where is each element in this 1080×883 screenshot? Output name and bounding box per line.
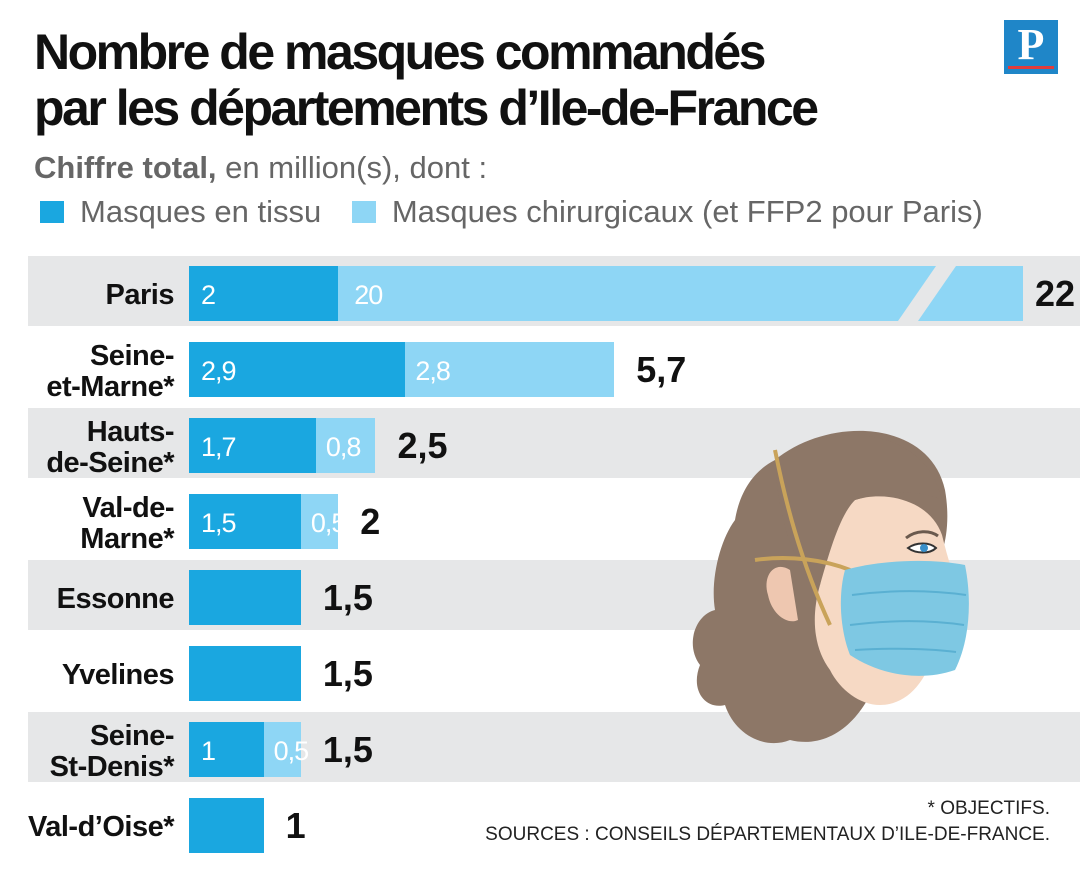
data-label-chirurgicaux-paris: 20 xyxy=(354,280,383,310)
category-label-yvelines: Yvelines xyxy=(61,659,175,691)
footnote-source: SOURCES : CONSEILS DÉPARTEMENTAUX D’ILE-… xyxy=(485,824,1050,845)
chart-title-line-1: Nombre de masques commandés xyxy=(34,24,766,80)
total-label-seine-st-denis: 1,5 xyxy=(322,729,373,770)
chart-title-line-2: par les départements d’Ile-de-France xyxy=(34,80,819,136)
category-label-essonne: Essonne xyxy=(56,583,175,615)
legend-swatch-tissu xyxy=(40,201,64,223)
total-label-paris: 22 xyxy=(1035,273,1076,314)
total-label-hauts-de-seine: 2,5 xyxy=(397,425,448,466)
bar-segment-chirurgicaux-val-de-marne xyxy=(300,494,339,549)
chart-row-val-de-marne: Val-de- Marne* 1,5 0,5 2 xyxy=(28,484,1080,554)
legend: Masques en tissu Masques chirurgicaux (e… xyxy=(40,194,1005,231)
chart-row-seine-st-denis: Seine- St-Denis* 1 0,5 1,5 xyxy=(28,712,1080,782)
legend-swatch-chirurgicaux xyxy=(351,201,376,223)
bar-segment-chirurgicaux-hauts-de-seine xyxy=(315,418,376,473)
total-label-yvelines: 1,5 xyxy=(322,653,373,694)
data-label-tissu-seine-st-denis: 1 xyxy=(201,736,216,766)
data-label-chirurgicaux-seine-st-denis: 0,5 xyxy=(273,736,310,766)
chart-row-paris: Paris 2 20 22 xyxy=(28,256,1080,326)
publisher-logo: P xyxy=(1004,20,1058,74)
legend-label-chirurgicaux: Masques chirurgicaux (et FFP2 pour Paris… xyxy=(391,194,983,229)
bar-segment-tissu-paris xyxy=(189,266,339,321)
data-label-chirurgicaux-seine-et-marne: 2,8 xyxy=(415,356,451,386)
bar-segment-tissu-seine-et-marne xyxy=(189,342,406,397)
bar-segment-tissu-seine-st-denis xyxy=(189,722,264,777)
chart-subtitle: Chiffre total, en million(s), dont : xyxy=(34,150,487,186)
data-label-chirurgicaux-val-de-marne: 0,5 xyxy=(310,508,347,538)
total-label-val-d-oise: 1 xyxy=(285,805,306,846)
data-label-chirurgicaux-hauts-de-seine: 0,8 xyxy=(325,432,362,462)
bar-segment-tissu-essonne xyxy=(189,570,301,625)
chart-row-yvelines: Yvelines 1,5 xyxy=(28,636,1080,706)
footnotes: * OBJECTIFS. SOURCES : CONSEILS DÉPARTEM… xyxy=(485,796,1050,848)
total-label-essonne: 1,5 xyxy=(322,577,373,618)
category-label-val-de-marne: Val-de- Marne* xyxy=(80,491,174,555)
total-label-val-de-marne: 2 xyxy=(360,501,381,542)
category-label-seine-et-marne: Seine-et-Marne* xyxy=(46,339,174,403)
category-label-hauts-de-seine: Hauts-de-Seine* xyxy=(46,415,174,479)
bar-segment-tissu-val-de-marne xyxy=(189,494,301,549)
category-label-seine-st-denis: Seine- St-Denis* xyxy=(49,719,175,783)
bar-segment-chirurgicaux-seine-et-marne xyxy=(405,342,615,397)
data-label-tissu-val-de-marne: 1,5 xyxy=(201,508,237,538)
category-label-paris: Paris xyxy=(105,279,175,311)
bar-segment-tissu-yvelines xyxy=(189,646,301,701)
bar-segment-tissu-hauts-de-seine xyxy=(189,418,316,473)
legend-label-tissu: Masques en tissu xyxy=(80,194,322,229)
axis-break-marker xyxy=(898,266,956,321)
subtitle-bold: Chiffre total, xyxy=(34,150,217,185)
subtitle-rest: en million(s), dont : xyxy=(216,150,488,185)
chart-title: Nombre de masques commandés par les dépa… xyxy=(34,24,819,136)
chart-row-val-d-oise: Val-d’Oise* 1 xyxy=(28,788,1080,858)
footnote-objectifs: * OBJECTIFS. xyxy=(927,798,1050,819)
data-label-tissu-paris: 2 xyxy=(201,280,216,310)
data-label-tissu-seine-et-marne: 2,9 xyxy=(201,356,237,386)
bar-segment-chirurgicaux-seine-st-denis xyxy=(263,722,301,777)
legend-item-chirurgicaux: Masques chirurgicaux (et FFP2 pour Paris… xyxy=(351,194,983,230)
woman-wearing-mask-illustration xyxy=(692,430,969,744)
chart-row-seine-et-marne: Seine-et-Marne* 2,9 2,8 5,7 xyxy=(28,332,1080,402)
total-label-seine-et-marne: 5,7 xyxy=(636,349,687,390)
data-label-tissu-hauts-de-seine: 1,7 xyxy=(201,432,237,462)
category-label-val-d-oise: Val-d’Oise* xyxy=(28,811,175,843)
bar-segment-tissu-val-d-oise xyxy=(189,798,264,853)
legend-item-tissu: Masques en tissu xyxy=(40,194,321,230)
